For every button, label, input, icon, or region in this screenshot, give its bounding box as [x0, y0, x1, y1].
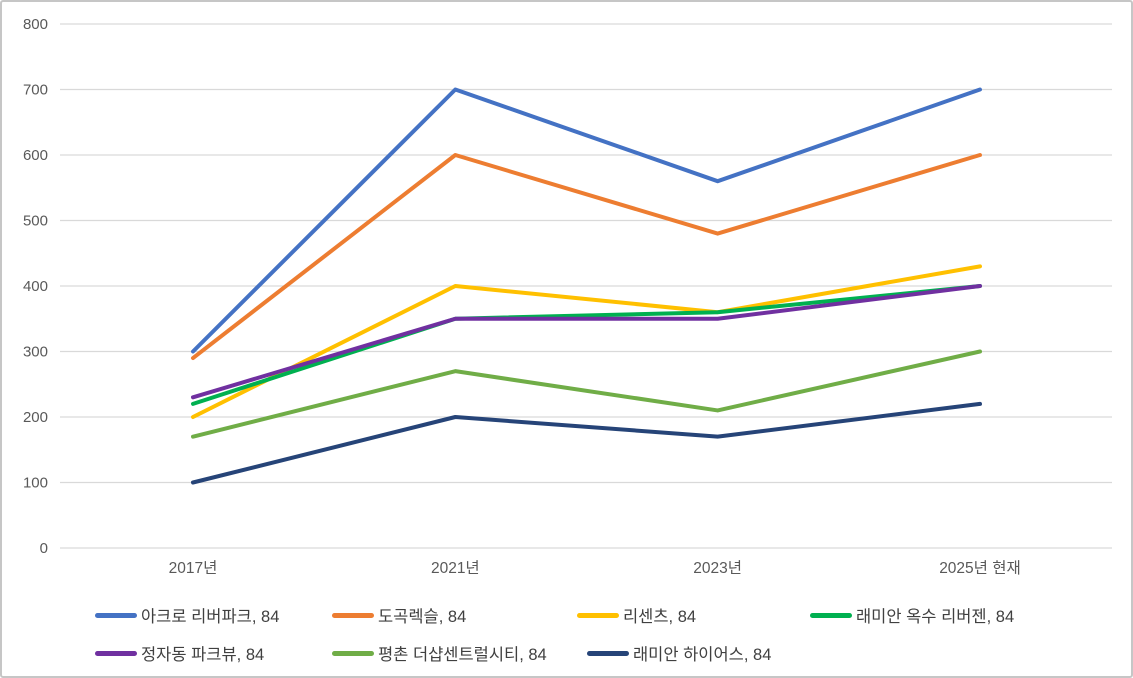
svg-text:2025년 현재: 2025년 현재 — [939, 559, 1021, 577]
svg-text:2023년: 2023년 — [693, 559, 742, 577]
svg-text:400: 400 — [23, 278, 48, 295]
svg-text:300: 300 — [23, 344, 48, 361]
svg-text:2021년: 2021년 — [431, 559, 480, 577]
svg-text:500: 500 — [23, 213, 48, 230]
svg-text:100: 100 — [23, 475, 48, 492]
svg-text:2017년: 2017년 — [169, 559, 218, 577]
svg-text:200: 200 — [23, 409, 48, 426]
svg-text:800: 800 — [23, 16, 48, 33]
svg-text:700: 700 — [23, 82, 48, 99]
svg-text:0: 0 — [40, 540, 48, 557]
svg-text:600: 600 — [23, 147, 48, 164]
